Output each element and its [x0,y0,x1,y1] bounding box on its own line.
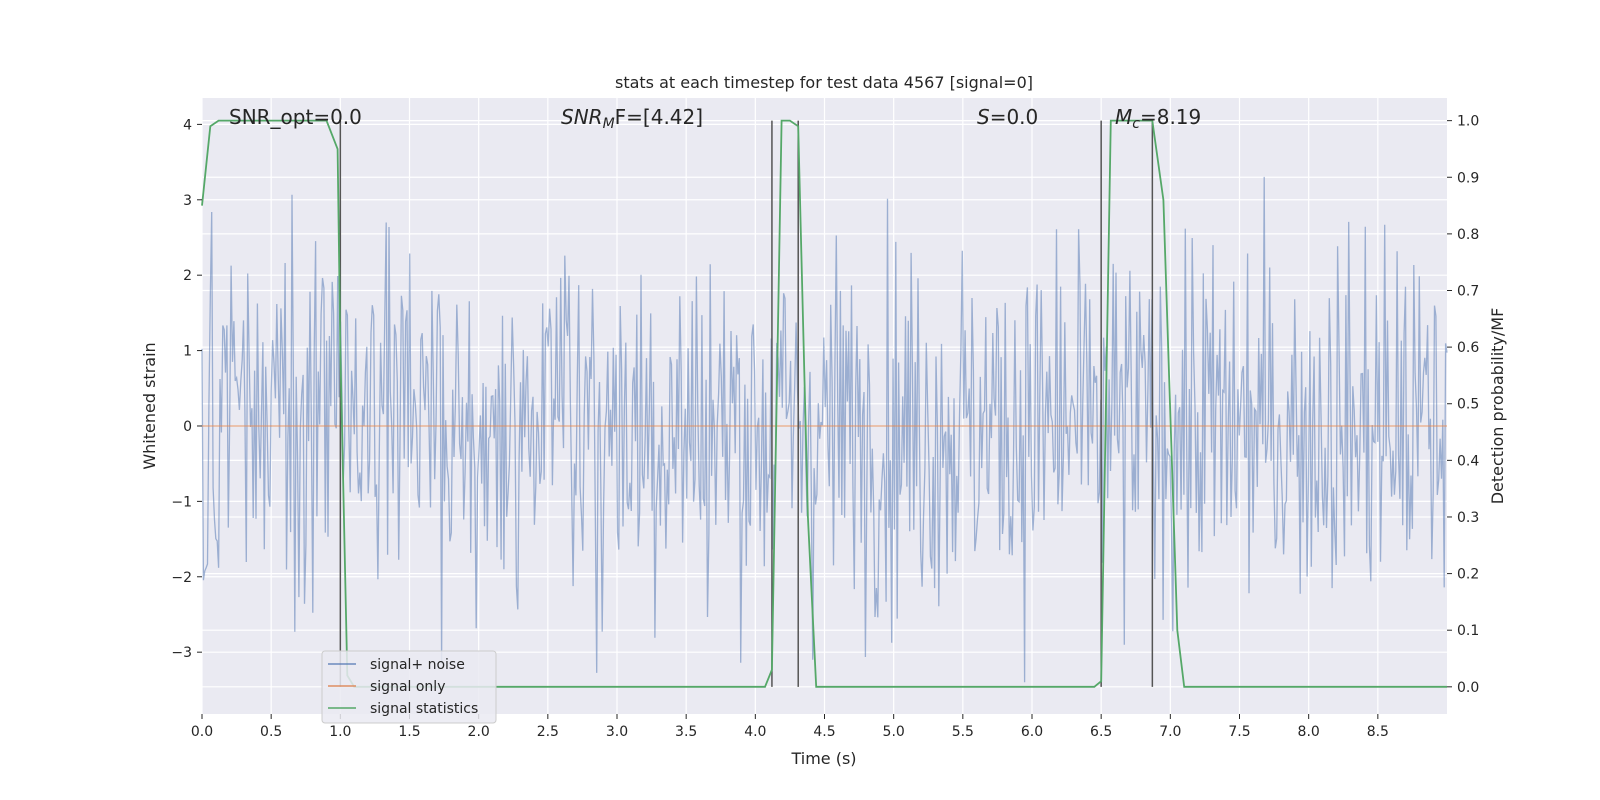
annotation-mc: Mc=8.19 [1115,105,1201,132]
x-tick-label-6: 3.0 [606,724,628,740]
y-right-tick-label-9: 0.9 [1457,170,1479,186]
legend-label-statistics: signal statistics [370,701,478,717]
y-tick-label-2: −1 [171,494,192,510]
legend-label-signal-only: signal only [370,679,445,695]
y-right-tick-label-3: 0.3 [1457,510,1479,526]
y-right-ticks: 0.0 0.1 0.2 0.3 0.4 0.5 0.6 0.7 0.8 0.9 1.0 [1447,114,1479,696]
statistics-series [201,119,1447,688]
x-tick-label-3: 1.5 [398,724,420,740]
x-tick-label-10: 5.0 [883,724,905,740]
y-tick-label-6: 3 [183,193,192,209]
x-tick-label-0: 0.0 [191,724,213,740]
y-tick-label-7: 4 [183,117,192,133]
x-tick-label-2: 1.0 [329,724,351,740]
x-tick-label-1: 0.5 [260,724,282,740]
noise-series [201,176,1448,683]
y-right-tick-label-0: 0.0 [1457,680,1479,696]
mc-symbol: M [1115,105,1132,129]
annotation-snr-mf: SNRMF=[4.42] [561,105,703,132]
noise-line [201,176,1448,683]
s-symbol: S [977,105,990,129]
y-right-tick-label-2: 0.2 [1457,567,1479,583]
s-value: =0.0 [990,105,1039,129]
y-tick-label-4: 1 [183,344,192,360]
mc-value: =8.19 [1140,105,1201,129]
x-tick-label-9: 4.5 [813,724,835,740]
y-right-tick-label-8: 0.8 [1457,227,1479,243]
snr-mf-value: F=[4.42] [615,105,703,129]
x-ticks: 0.0 0.5 1.0 1.5 2.0 2.5 3.0 3.5 4.0 4.5 5.0 5.5 6.0 6… [191,714,1389,740]
annotation-s: S=0.0 [977,105,1038,129]
x-tick-label-7: 3.5 [675,724,697,740]
annotation-snr-opt: SNR_opt=0.0 [229,105,362,129]
y-right-tick-label-10: 1.0 [1457,114,1479,130]
y-tick-label-5: 2 [183,268,192,284]
y-tick-label-1: −2 [171,570,192,586]
vertical-markers [339,120,1154,687]
x-tick-label-17: 8.5 [1367,724,1389,740]
x-tick-label-5: 2.5 [537,724,559,740]
x-tick-label-4: 2.0 [468,724,490,740]
snr-mf-symbol: SNR [561,105,603,129]
y-tick-label-0: −3 [171,645,192,661]
x-tick-label-8: 4.0 [744,724,766,740]
x-tick-label-16: 8.0 [1298,724,1320,740]
x-tick-label-15: 7.5 [1228,724,1250,740]
legend-label-noise: signal+ noise [370,657,465,673]
snr-mf-subscript: M [603,116,615,132]
mc-subscript: c [1132,116,1140,132]
legend: signal+ noise signal only signal statist… [321,650,497,724]
y-right-tick-label-1: 0.1 [1457,623,1479,639]
y-right-tick-label-7: 0.7 [1457,284,1479,300]
y-tick-label-3: 0 [183,419,192,435]
legend-box [321,650,497,724]
x-tick-label-12: 6.0 [1021,724,1043,740]
y-right-tick-label-4: 0.4 [1457,453,1479,469]
y-right-axis-label: Detection probability/MF [1488,308,1507,505]
x-tick-label-11: 5.5 [952,724,974,740]
chart-title: stats at each timestep for test data 456… [615,73,1033,92]
x-axis-label: Time (s) [790,749,856,768]
x-tick-label-13: 6.5 [1090,724,1112,740]
statistics-line [201,119,1447,688]
y-ticks: −3 −2 −1 0 1 2 3 4 [171,117,202,661]
x-tick-label-14: 7.0 [1159,724,1181,740]
y-right-tick-label-5: 0.5 [1457,397,1479,413]
y-right-tick-label-6: 0.6 [1457,340,1479,356]
y-axis-label: Whitened strain [140,342,159,469]
